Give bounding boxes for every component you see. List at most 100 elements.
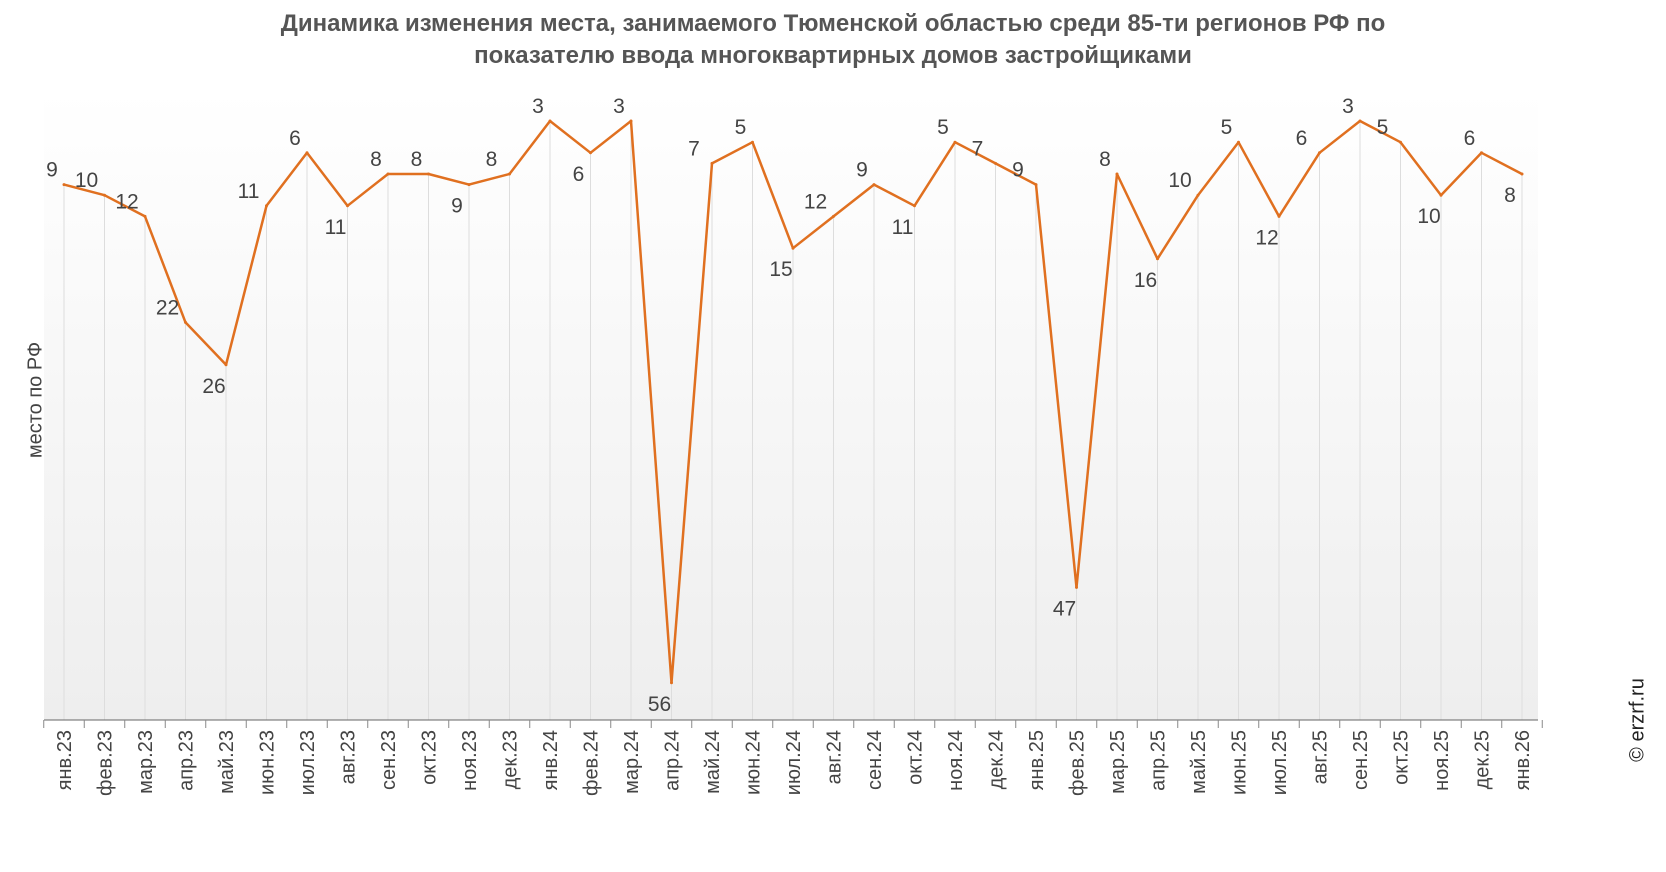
x-tick-label-text: авг.25 <box>1310 730 1332 784</box>
data-point <box>548 119 552 123</box>
data-point <box>994 161 997 165</box>
x-tick-label-text: сен.23 <box>378 730 400 790</box>
data-point <box>386 172 390 176</box>
chart-title-line-1: Динамика изменения места, занимаемого Тю… <box>280 10 1386 37</box>
data-label: 8 <box>370 148 382 171</box>
data-point <box>1034 183 1038 187</box>
data-point <box>1520 172 1524 176</box>
data-label: 6 <box>289 127 301 150</box>
x-axis-ticks: янв.23 фев.23 мар.23 апр.23 май.23 июн.23 июл.… <box>43 720 1543 796</box>
x-tick-label-text: фев.23 <box>95 730 117 796</box>
x-tick-label: июл.23 <box>297 730 319 795</box>
x-tick-label-text: июн.25 <box>1229 730 1251 795</box>
x-tick-label: сен.24 <box>864 730 886 790</box>
data-label: 11 <box>892 216 914 239</box>
x-tick-label: мар.23 <box>135 730 157 794</box>
x-tick-label: май.23 <box>216 730 238 794</box>
x-tick-label: июл.25 <box>1269 730 1291 795</box>
data-point <box>1115 172 1119 176</box>
data-label: 6 <box>573 163 585 186</box>
data-label: 56 <box>648 693 671 716</box>
x-tick-label-text: окт.24 <box>905 730 927 785</box>
x-tick-label-text: дек.24 <box>986 730 1008 789</box>
data-point <box>872 183 876 187</box>
x-tick-label-text: мар.24 <box>621 730 643 794</box>
x-tick-label-text: янв.24 <box>540 730 562 790</box>
x-tick-label-text: июн.23 <box>257 730 279 795</box>
data-label: 3 <box>532 95 544 118</box>
x-tick-label-text: апр.24 <box>662 730 684 791</box>
data-point <box>62 183 66 187</box>
data-label: 6 <box>1464 127 1476 150</box>
data-point <box>1399 140 1402 144</box>
data-label: 16 <box>1134 269 1157 292</box>
data-point <box>103 193 106 197</box>
data-label: 9 <box>1012 159 1024 182</box>
data-label: 5 <box>1221 116 1233 139</box>
x-tick-label-text: июл.23 <box>297 730 319 795</box>
x-tick-label-text: ноя.24 <box>945 730 967 791</box>
x-tick-label: авг.24 <box>824 730 846 784</box>
x-tick-label-text: сен.25 <box>1350 730 1372 790</box>
data-point <box>1196 193 1200 197</box>
data-point <box>224 363 228 367</box>
data-label: 22 <box>156 296 179 319</box>
data-label: 7 <box>688 137 700 160</box>
x-tick-label-text: янв.26 <box>1512 730 1534 790</box>
x-tick-label: сен.25 <box>1350 730 1372 790</box>
x-tick-label: июн.25 <box>1229 730 1251 795</box>
data-label: 11 <box>325 216 347 239</box>
x-tick-label: фев.24 <box>581 730 603 796</box>
data-label: 10 <box>75 169 98 192</box>
data-label: 12 <box>115 190 138 213</box>
x-tick-label: июн.24 <box>743 730 765 795</box>
x-tick-label: мар.24 <box>621 730 643 794</box>
data-point <box>1277 214 1281 218</box>
grid-lines <box>63 121 1523 720</box>
data-label: 12 <box>804 190 827 213</box>
data-point <box>143 214 147 218</box>
data-point <box>305 151 309 155</box>
plot-area <box>44 90 1538 720</box>
x-tick-label-text: мар.25 <box>1107 730 1129 794</box>
data-label: 7 <box>972 137 984 160</box>
data-label: 8 <box>486 148 498 171</box>
data-point <box>427 172 430 176</box>
data-point <box>710 161 714 165</box>
x-tick-label: апр.25 <box>1148 730 1170 791</box>
x-tick-label-text: янв.25 <box>1026 730 1048 790</box>
x-tick-label-text: фев.24 <box>581 730 603 796</box>
x-tick-label-text: сен.24 <box>864 730 886 790</box>
data-point <box>1480 151 1483 155</box>
data-point <box>913 204 916 208</box>
x-tick-label: апр.24 <box>662 730 684 791</box>
data-point <box>265 204 268 208</box>
data-label: 9 <box>451 195 463 218</box>
data-point <box>1237 140 1240 144</box>
x-tick-label: май.25 <box>1188 730 1210 794</box>
data-point <box>589 151 592 155</box>
data-point <box>1358 119 1362 123</box>
data-label: 3 <box>1342 95 1354 118</box>
x-tick-label: май.24 <box>702 730 724 794</box>
x-tick-label-text: июл.24 <box>783 730 805 795</box>
data-point <box>1439 193 1443 197</box>
data-label: 8 <box>1504 184 1516 207</box>
data-point <box>791 246 795 250</box>
data-point <box>1156 257 1159 261</box>
data-label: 11 <box>238 180 260 203</box>
x-tick-label-text: окт.23 <box>419 730 441 785</box>
data-label: 12 <box>1255 226 1278 249</box>
chart-title-line-2: показателю ввода многоквартирных домов з… <box>474 42 1192 69</box>
x-tick-label-text: янв.23 <box>54 730 76 790</box>
x-tick-label: мар.25 <box>1107 730 1129 794</box>
x-tick-label-text: окт.25 <box>1391 730 1413 785</box>
data-point <box>1318 151 1321 155</box>
data-point <box>629 119 633 123</box>
x-tick-label-text: апр.25 <box>1148 730 1170 791</box>
data-label: 10 <box>1417 205 1440 228</box>
x-tick-label: ноя.24 <box>945 730 967 791</box>
x-tick-label: янв.26 <box>1512 730 1534 790</box>
